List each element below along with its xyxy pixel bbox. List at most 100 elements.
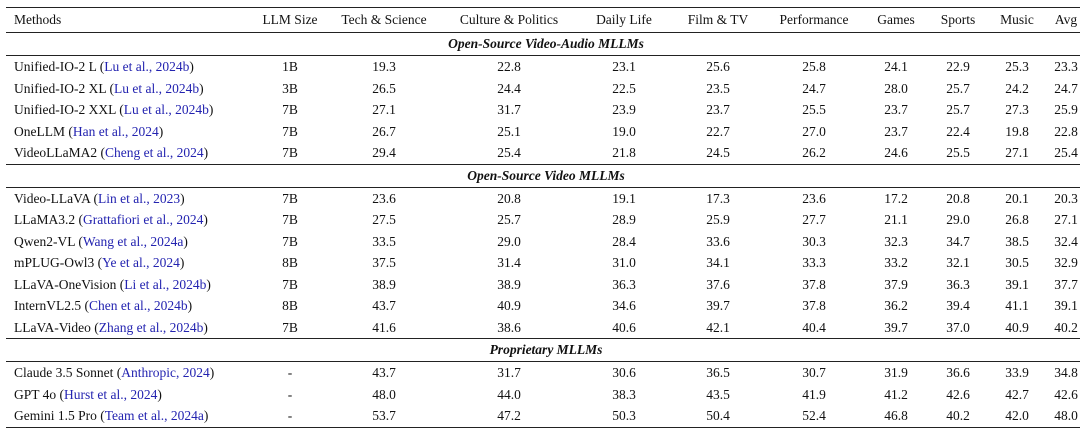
score-cell: 34.7: [946, 233, 970, 249]
score-cell: 24.4: [497, 80, 521, 96]
score-cell: 33.9: [1005, 365, 1029, 380]
score-cell: 37.8: [802, 276, 826, 292]
citation-link[interactable]: Grattafiori et al., 2024: [82, 212, 204, 227]
citation-link[interactable]: Lin et al., 2023: [98, 190, 181, 206]
score-cell: 19.0: [612, 123, 636, 139]
citation-link[interactable]: Lu et al., 2024b: [123, 102, 209, 117]
score-cell: 25.7: [497, 212, 521, 227]
score-cell: 24.6: [884, 145, 908, 160]
citation-close-paren: ): [209, 365, 215, 380]
citation-link[interactable]: Team et al., 2024a: [104, 408, 204, 423]
citation-close-paren: ): [203, 408, 209, 423]
citation-close-paren: ): [203, 212, 208, 227]
llm-size-cell: 8B: [282, 298, 298, 313]
score-cell: 28.4: [612, 233, 636, 249]
citation-link[interactable]: Li et al., 2024b: [124, 276, 207, 292]
table-row: OneLLM (Han et al., 2024) 7B 26.7 25.1 19.0 2…: [6, 121, 1080, 143]
method-cell: LLaVA-OneVision (Li et al., 2024b): [6, 274, 254, 296]
score-cell: 25.4: [1054, 145, 1078, 160]
score-cell: 37.6: [706, 276, 730, 292]
score-cell: 40.4: [802, 319, 826, 335]
citation-link[interactable]: Chen et al., 2024b: [88, 298, 188, 313]
score-cell: 42.7: [1005, 386, 1029, 402]
citation-link[interactable]: Ye et al., 2024: [102, 255, 180, 270]
score-cell: 50.4: [706, 408, 730, 423]
score-cell: 23.7: [884, 123, 908, 139]
llm-size-cell: 7B: [282, 102, 298, 117]
method-name: LLaMA3.2 (: [14, 212, 83, 227]
score-cell: 38.3: [612, 386, 636, 402]
citation-close-paren: ): [183, 233, 188, 249]
column-header-tech-science: Tech & Science: [341, 12, 427, 27]
score-cell: 19.3: [372, 59, 396, 74]
method-name: VideoLLaMA2 (: [14, 145, 106, 160]
score-cell: 24.5: [706, 145, 730, 160]
citation-link[interactable]: Han et al., 2024: [72, 123, 159, 139]
score-cell: 20.1: [1005, 190, 1029, 206]
score-cell: 37.5: [372, 255, 396, 270]
method-cell: mPLUG-Owl3 (Ye et al., 2024): [6, 252, 254, 274]
score-cell: 42.1: [706, 319, 730, 335]
score-cell: 25.7: [946, 80, 970, 96]
score-cell: 36.6: [946, 365, 970, 380]
score-cell: 27.7: [802, 212, 826, 227]
score-cell: 25.9: [1054, 102, 1078, 117]
column-header-music: Music: [1000, 12, 1034, 27]
citation-close-paren: ): [180, 190, 185, 206]
score-cell: 26.2: [802, 145, 826, 160]
score-cell: 41.2: [884, 386, 908, 402]
citation-link[interactable]: Anthropic, 2024: [121, 365, 210, 380]
section-title: Open-Source Video MLLMs: [6, 163, 1080, 188]
citation-close-paren: ): [179, 255, 185, 270]
score-cell: 38.5: [1005, 233, 1029, 249]
citation-link[interactable]: Lu et al., 2024b: [104, 59, 190, 74]
citation-link[interactable]: Cheng et al., 2024: [105, 145, 204, 160]
score-cell: 23.6: [802, 190, 826, 206]
citation-link[interactable]: Hurst et al., 2024: [64, 386, 158, 402]
score-cell: 42.6: [946, 386, 970, 402]
score-cell: 46.8: [884, 408, 908, 423]
score-cell: 21.1: [884, 212, 908, 227]
citation-link[interactable]: Zhang et al., 2024b: [98, 319, 204, 335]
score-cell: 27.5: [372, 212, 396, 227]
score-cell: 52.4: [802, 408, 826, 423]
table-body: Open-Source Video-Audio MLLMs Unified-IO-…: [6, 32, 1080, 428]
table-row: LLaVA-Video (Zhang et al., 2024b) 7B 41.6 3…: [6, 317, 1080, 339]
score-cell: 25.6: [706, 59, 730, 74]
citation-link[interactable]: Lu et al., 2024b: [113, 80, 200, 96]
score-cell: 48.0: [1054, 408, 1078, 423]
score-cell: 40.6: [612, 319, 636, 335]
score-cell: 43.7: [372, 365, 396, 380]
score-cell: 26.5: [372, 80, 396, 96]
score-cell: 40.2: [1054, 319, 1078, 335]
method-name: Video-LLaVA (: [14, 190, 99, 206]
score-cell: 27.1: [372, 102, 396, 117]
score-cell: 30.6: [612, 365, 636, 380]
score-cell: 20.8: [497, 190, 521, 206]
score-cell: 31.0: [612, 255, 636, 270]
table-row: Video-LLaVA (Lin et al., 2023) 7B 23.6 20.8…: [6, 187, 1080, 209]
score-cell: 32.1: [946, 255, 970, 270]
score-cell: 32.4: [1054, 233, 1078, 249]
table-row: mPLUG-Owl3 (Ye et al., 2024) 8B 37.5 31.4 31…: [6, 252, 1080, 274]
score-cell: 38.9: [497, 276, 521, 292]
citation-close-paren: ): [158, 123, 164, 139]
citation-link[interactable]: Wang et al., 2024a: [82, 233, 184, 249]
score-cell: 32.9: [1054, 255, 1078, 270]
table-row: LLaMA3.2 (Grattafiori et al., 2024) 7B 27.…: [6, 209, 1080, 231]
score-cell: 36.2: [884, 298, 908, 313]
score-cell: 40.9: [497, 298, 521, 313]
score-cell: 39.7: [884, 319, 908, 335]
score-cell: 22.7: [706, 123, 730, 139]
score-cell: 22.8: [1054, 123, 1078, 139]
score-cell: 23.7: [884, 102, 908, 117]
score-cell: 24.7: [802, 80, 826, 96]
score-cell: 41.9: [802, 386, 826, 402]
section-header-row: Open-Source Video-Audio MLLMs: [6, 32, 1080, 56]
score-cell: 29.0: [497, 233, 521, 249]
llm-size-cell: 7B: [282, 276, 298, 292]
method-name: mPLUG-Owl3 (: [14, 255, 103, 270]
llm-size-cell: 7B: [282, 123, 298, 139]
section-title: Open-Source Video-Audio MLLMs: [6, 32, 1080, 56]
